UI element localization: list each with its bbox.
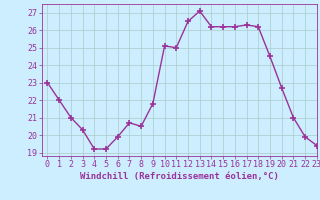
X-axis label: Windchill (Refroidissement éolien,°C): Windchill (Refroidissement éolien,°C) bbox=[80, 172, 279, 181]
